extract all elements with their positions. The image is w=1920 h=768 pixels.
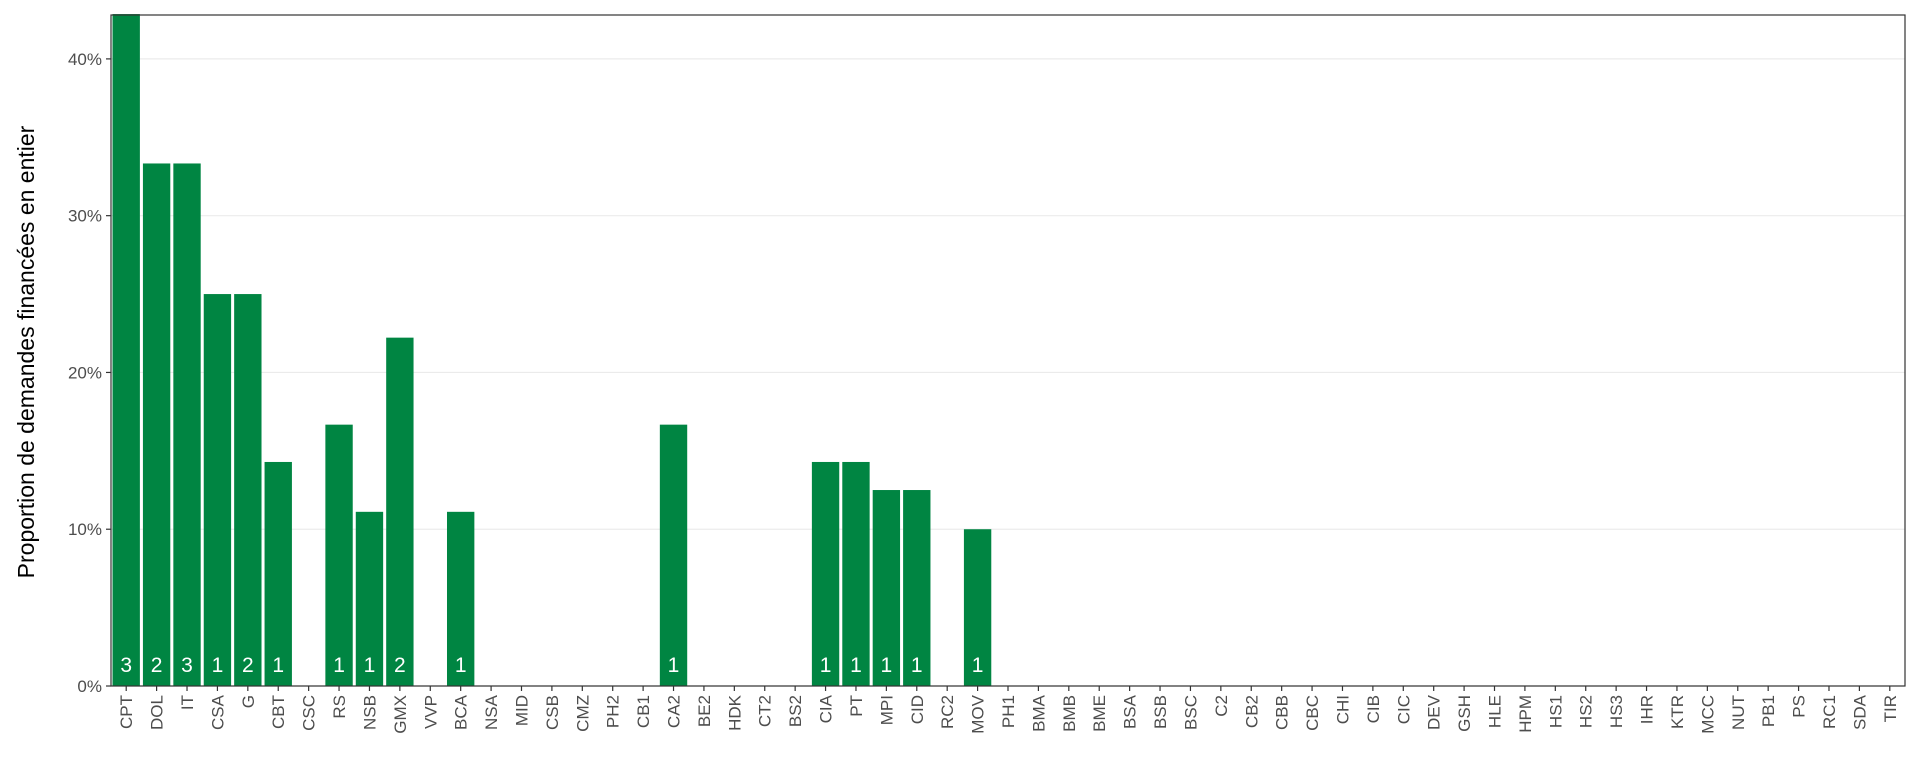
x-tick-label: CID (908, 695, 927, 724)
bar (446, 511, 475, 686)
x-tick-label: CIB (1364, 695, 1383, 723)
x-tick-label: HS1 (1546, 695, 1565, 728)
x-tick-label: CPT (117, 695, 136, 729)
bar (264, 461, 292, 686)
bar-count-label: 1 (972, 654, 984, 677)
x-tick-label: NSA (482, 694, 501, 730)
bar (659, 424, 688, 686)
bar-count-label: 1 (364, 654, 376, 677)
x-tick-label: C2 (1212, 695, 1231, 717)
x-tick-label: MOV (969, 694, 988, 733)
x-tick-label: MID (512, 695, 531, 726)
bar (173, 163, 201, 687)
x-tick-label: CA2 (665, 695, 684, 728)
x-tick-label: GSH (1455, 695, 1474, 732)
x-tick-label: RC1 (1820, 695, 1839, 729)
y-axis-label: Proportion de demandes financées en enti… (13, 125, 39, 578)
x-tick-label: NUT (1729, 695, 1748, 730)
bar (386, 337, 414, 686)
bar-count-label: 1 (455, 654, 467, 677)
x-tick-label: TIR (1881, 695, 1900, 722)
x-tick-label: PH1 (999, 695, 1018, 728)
x-tick-label: CBB (1273, 695, 1292, 730)
x-tick-label: MPI (877, 695, 896, 725)
y-tick-label: 0% (77, 677, 102, 696)
y-tick-label: 30% (68, 207, 102, 226)
bar (872, 490, 901, 686)
x-tick-label: CT2 (756, 695, 775, 727)
bar-count-label: 2 (151, 654, 163, 677)
x-tick-label: BS2 (786, 695, 805, 727)
x-tick-label: IHR (1638, 695, 1657, 724)
bar-count-label: 1 (272, 654, 284, 677)
x-tick-label: CSA (208, 694, 227, 730)
x-tick-label: BCA (452, 694, 471, 730)
bar-count-label: 2 (242, 654, 254, 677)
x-tick-label: HS3 (1607, 695, 1626, 728)
x-tick-label: PB1 (1759, 695, 1778, 727)
x-tick-label: CBC (1303, 695, 1322, 731)
bar (112, 14, 140, 687)
bar (842, 461, 870, 686)
x-tick-label: GMX (391, 695, 410, 734)
x-tick-label: MCC (1698, 695, 1717, 734)
bar (142, 163, 171, 687)
x-tick-label: BME (1090, 695, 1109, 732)
bar-count-label: 2 (394, 654, 406, 677)
panel-border (110, 14, 1906, 687)
x-tick-label: DEV (1425, 694, 1444, 730)
x-tick-label: RS (330, 695, 349, 719)
y-tick-label: 40% (68, 50, 102, 69)
x-tick-label: DOL (148, 695, 167, 730)
x-tick-label: HPM (1516, 695, 1535, 733)
bar-count-label: 1 (212, 654, 224, 677)
bar (325, 424, 353, 686)
x-tick-label: PH2 (604, 695, 623, 728)
x-tick-label: CHI (1333, 695, 1352, 724)
bar-count-label: 1 (668, 654, 680, 677)
y-tick-label: 20% (68, 363, 102, 382)
bar-count-label: 1 (881, 654, 893, 677)
bar-count-label: 1 (820, 654, 832, 677)
x-tick-label: BMA (1029, 694, 1048, 732)
x-tick-label: CSC (300, 695, 319, 731)
x-tick-label: BSA (1121, 694, 1140, 729)
x-tick-label: PT (847, 695, 866, 717)
x-tick-label: CSB (543, 695, 562, 730)
x-tick-label: RC2 (938, 695, 957, 729)
bar-count-label: 1 (850, 654, 862, 677)
bar-count-label: 1 (911, 654, 923, 677)
x-tick-label: G (239, 695, 258, 708)
x-tick-label: KTR (1668, 695, 1687, 729)
bar (903, 490, 931, 686)
x-tick-label: CIA (817, 694, 836, 723)
x-tick-label: VVP (421, 695, 440, 729)
bar-count-label: 3 (181, 654, 193, 677)
x-tick-label: HDK (725, 694, 744, 731)
x-tick-label: HS2 (1577, 695, 1596, 728)
bar (234, 294, 262, 686)
x-tick-label: SDA (1850, 694, 1869, 730)
x-tick-label: CB2 (1242, 695, 1261, 728)
y-tick-label: 10% (68, 520, 102, 539)
bar (963, 529, 992, 686)
x-tick-label: CBT (269, 695, 288, 729)
x-tick-label: BSC (1181, 695, 1200, 730)
x-tick-label: CIC (1394, 695, 1413, 724)
x-tick-label: CMZ (573, 695, 592, 732)
x-tick-label: BSB (1151, 695, 1170, 729)
x-tick-label: NSB (360, 695, 379, 730)
x-tick-label: BE2 (695, 695, 714, 727)
bar-count-label: 3 (120, 654, 132, 677)
bar (203, 294, 232, 686)
x-tick-label: BMB (1060, 695, 1079, 732)
x-tick-label: HLE (1486, 695, 1505, 728)
bar-count-label: 1 (333, 654, 345, 677)
x-tick-label: IT (178, 695, 197, 710)
x-tick-label: PS (1790, 695, 1809, 718)
x-tick-label: CB1 (634, 695, 653, 728)
bar (355, 511, 384, 686)
bar (811, 461, 840, 686)
